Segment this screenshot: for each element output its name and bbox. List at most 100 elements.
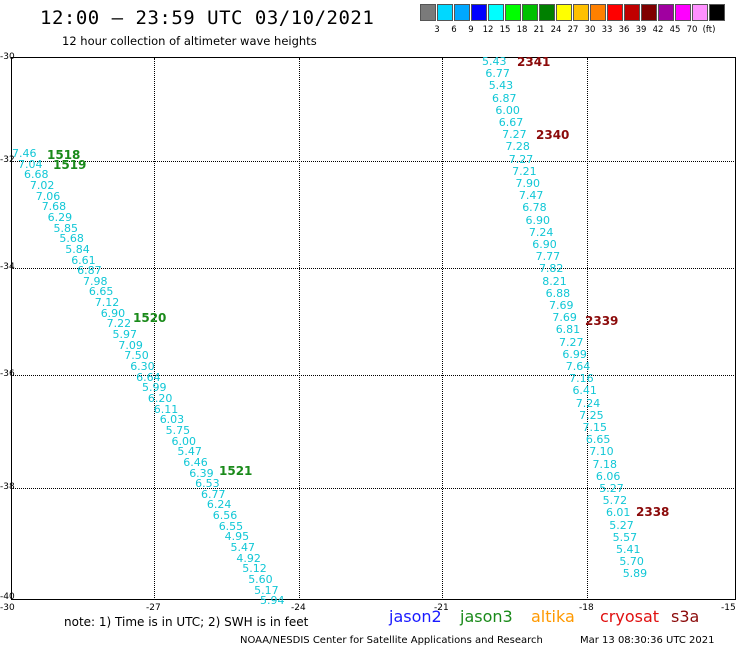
generated-timestamp: Mar 13 08:30:36 UTC 2021 <box>580 635 715 646</box>
legend-altika: altika <box>531 607 575 626</box>
color-scale-label: 39 <box>635 25 647 35</box>
latitude-label: -32 <box>0 155 15 165</box>
latitude-label: -38 <box>0 482 15 492</box>
swh-value-jason3: 7.68 <box>41 200 67 214</box>
swh-value-jason3: 5.47 <box>177 445 202 459</box>
swh-value-cryosat: 7.27 <box>502 128 527 142</box>
swh-value-jason3: 5.99 <box>142 381 167 395</box>
swh-value-jason3: 6.56 <box>212 509 238 523</box>
color-swatch <box>471 4 487 21</box>
swh-value-cryosat: 7.16 <box>569 372 594 386</box>
map-frame-bottom <box>11 599 736 600</box>
color-scale-label: 30 <box>584 25 596 35</box>
color-swatch <box>539 4 555 21</box>
color-scale-label: 33 <box>601 25 613 35</box>
latitude-label: -34 <box>0 262 15 272</box>
swh-value-jason3: 4.92 <box>236 551 261 565</box>
swh-value-jason3: 5.84 <box>65 242 90 256</box>
color-swatch <box>658 4 674 21</box>
swh-value-cryosat: 5.70 <box>619 555 644 569</box>
color-scale-label: 18 <box>516 25 528 35</box>
swh-value-jason3: 6.68 <box>24 168 49 182</box>
legend-bar: note: 1) Time is in UTC; 2) SWH is in fe… <box>0 606 740 632</box>
pass-time-cryosat: 2340 <box>536 128 570 142</box>
swh-value-jason3: 6.29 <box>47 210 73 224</box>
swh-value-cryosat: 6.67 <box>498 116 524 129</box>
color-swatch <box>437 4 453 21</box>
swh-value-jason3: 6.53 <box>195 477 220 491</box>
color-scale-label: 27 <box>567 25 579 35</box>
swh-value-jason3: 5.17 <box>254 583 279 597</box>
swh-value-cryosat: 7.27 <box>559 335 584 349</box>
color-scale-label: 45 <box>669 25 681 35</box>
swh-value-cryosat: 6.01 <box>605 506 631 520</box>
swh-value-cryosat: 6.90 <box>532 238 557 251</box>
swh-value-cryosat: 7.25 <box>579 408 604 422</box>
grid-line-latitude <box>11 375 736 376</box>
swh-value-jason3: 6.64 <box>136 370 161 384</box>
pass-time-cryosat: 2339 <box>585 314 619 328</box>
swh-value-cryosat: 5.43 <box>488 79 514 93</box>
credit-text: NOAA/NESDIS Center for Satellite Applica… <box>240 635 543 646</box>
legend-jason3: jason3 <box>460 607 513 626</box>
longitude-label: -18 <box>579 603 594 613</box>
swh-value-cryosat: 7.21 <box>512 164 537 178</box>
longitude-label: -24 <box>291 603 306 613</box>
swh-value-cryosat: 7.47 <box>518 189 544 203</box>
swh-value-jason3: 6.61 <box>71 253 96 267</box>
color-scale-label: 15 <box>499 25 511 35</box>
swh-value-cryosat: 5.41 <box>616 543 641 556</box>
legend-jason2: jason2 <box>389 607 442 626</box>
swh-value-jason3: 6.11 <box>153 402 179 416</box>
color-scale-label: (ft) <box>702 25 716 35</box>
pass-time-cryosat: 2338 <box>636 505 670 519</box>
swh-value-cryosat: 8.21 <box>542 274 567 288</box>
pass-time-jason3: 1518 <box>47 148 81 162</box>
swh-value-jason3: 6.00 <box>171 434 197 448</box>
color-swatch <box>624 4 640 21</box>
swh-value-cryosat: 5.89 <box>622 567 648 581</box>
color-swatch <box>675 4 691 21</box>
longitude-label: -15 <box>721 603 736 613</box>
swh-value-cryosat: 7.28 <box>505 140 530 154</box>
swh-value-jason3: 5.68 <box>59 232 84 246</box>
color-swatch <box>590 4 606 21</box>
swh-value-jason3: 6.65 <box>88 285 114 299</box>
color-swatch <box>692 4 708 21</box>
footer: NOAA/NESDIS Center for Satellite Applica… <box>0 634 740 650</box>
swh-value-jason3: 6.55 <box>218 519 244 533</box>
map-frame-right <box>735 57 736 600</box>
swh-color-scale: 3 6 9 12 15 18 21 24 27 30 33 36 39 42 45 70 (ft) <box>420 4 730 40</box>
swh-value-jason3: 5.97 <box>112 328 138 342</box>
swh-value-jason3: 6.77 <box>201 487 226 501</box>
swh-value-jason3: 6.39 <box>189 466 214 480</box>
grid-line-latitude <box>11 488 736 489</box>
units-note: note: 1) Time is in UTC; 2) SWH is in fe… <box>64 615 309 629</box>
swh-value-cryosat: 6.90 <box>525 213 551 227</box>
color-scale-label: 21 <box>533 25 545 35</box>
map-frame-left <box>11 57 12 600</box>
chart-title: 12:00 – 23:59 UTC 03/10/2021 <box>40 7 375 29</box>
swh-value-jason3: 6.24 <box>206 498 232 512</box>
swh-value-jason3: 5.75 <box>165 423 191 437</box>
color-scale-label: 36 <box>618 25 630 35</box>
legend-cryosat: cryosat <box>600 607 660 626</box>
latitude-label: -40 <box>0 592 15 602</box>
grid-line-longitude <box>587 58 588 600</box>
swh-value-jason3: 6.03 <box>159 413 185 427</box>
pass-time-jason3: 1519 <box>53 158 87 172</box>
swh-value-jason3: 7.22 <box>106 317 132 331</box>
longitude-label: -30 <box>0 603 15 613</box>
swh-value-jason3: 6.20 <box>147 391 173 405</box>
color-swatch <box>522 4 538 21</box>
latitude-label: -30 <box>0 52 15 62</box>
swh-value-cryosat: 6.41 <box>572 384 597 398</box>
color-swatch <box>488 4 504 21</box>
swh-value-cryosat: 6.99 <box>562 347 587 361</box>
swh-value-jason3: 6.87 <box>77 264 102 278</box>
legend-s3a: s3a <box>671 607 700 626</box>
swh-value-jason3: 5.12 <box>242 562 267 576</box>
swh-value-jason3: 5.60 <box>248 573 273 586</box>
longitude-label: -27 <box>146 603 161 613</box>
